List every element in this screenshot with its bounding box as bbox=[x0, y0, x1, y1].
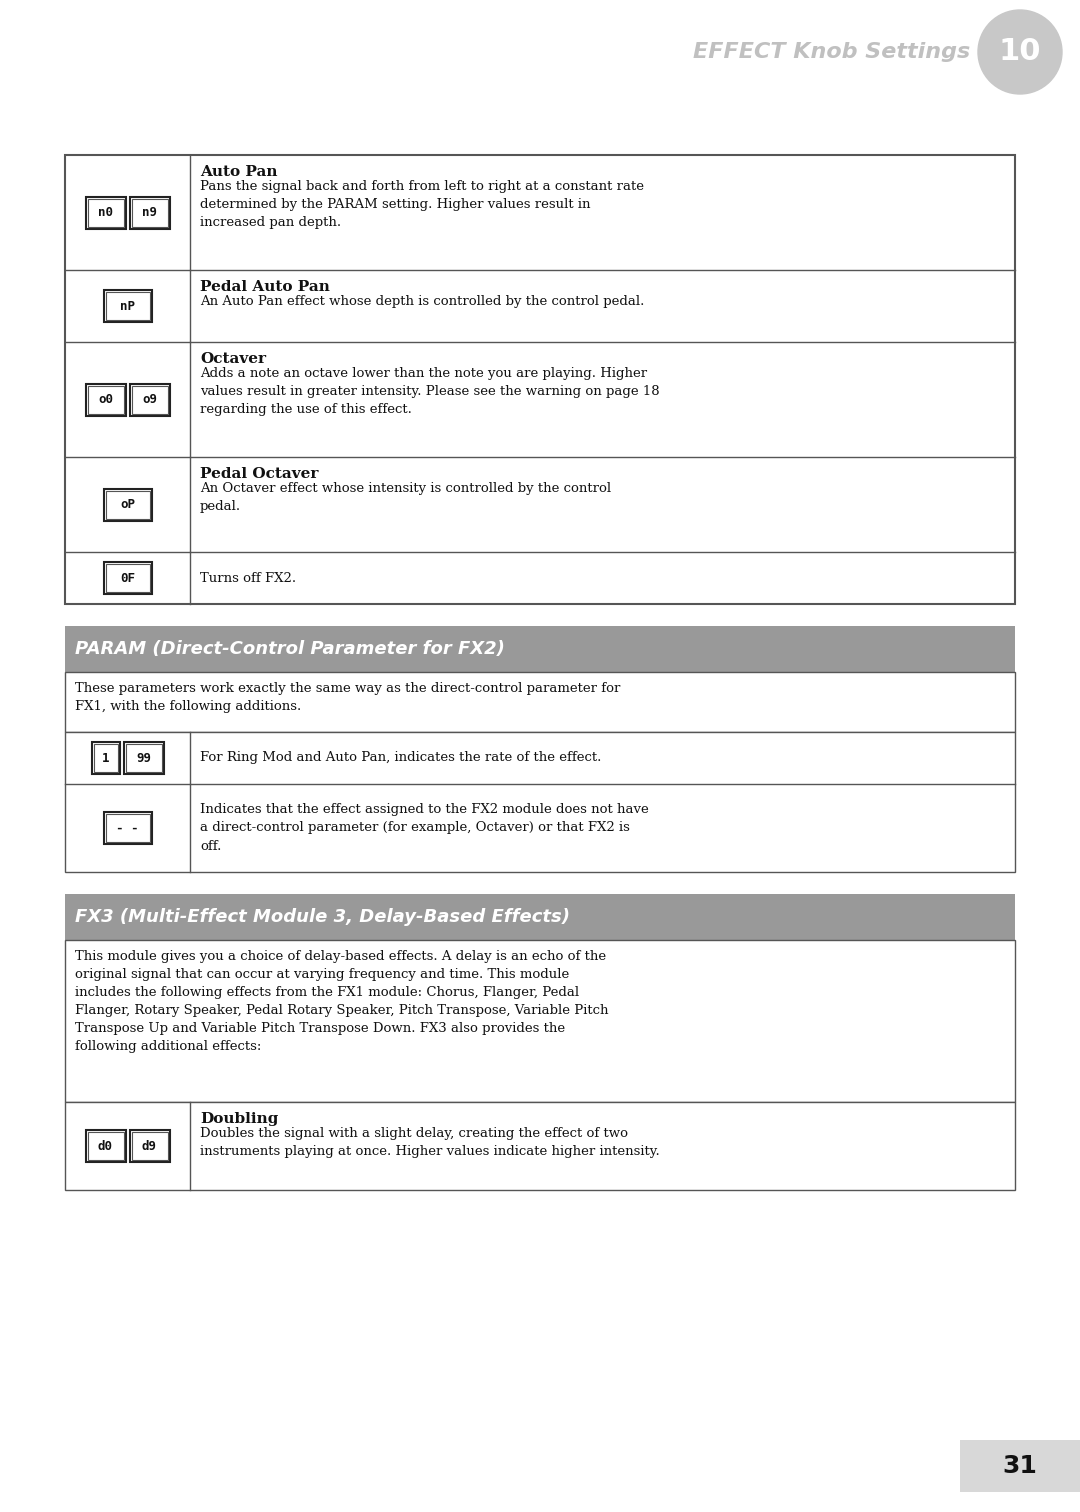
Text: nP: nP bbox=[120, 299, 135, 313]
Bar bbox=[106, 813, 149, 842]
Text: Pedal Auto Pan: Pedal Auto Pan bbox=[200, 280, 329, 293]
Text: An Auto Pan effect whose depth is controlled by the control pedal.: An Auto Pan effect whose depth is contro… bbox=[200, 295, 645, 308]
Text: Pedal Octaver: Pedal Octaver bbox=[200, 467, 319, 481]
Bar bbox=[104, 488, 151, 520]
Text: These parameters work exactly the same way as the direct-control parameter for
F: These parameters work exactly the same w… bbox=[75, 682, 620, 714]
Bar bbox=[65, 156, 1015, 603]
Text: EFFECT Knob Settings: EFFECT Knob Settings bbox=[692, 42, 970, 62]
Bar bbox=[65, 671, 1015, 732]
Bar bbox=[65, 626, 1015, 671]
Bar bbox=[130, 384, 170, 416]
Text: Adds a note an octave lower than the note you are playing. Higher
values result : Adds a note an octave lower than the not… bbox=[200, 367, 660, 416]
Text: For Ring Mod and Auto Pan, indicates the rate of the effect.: For Ring Mod and Auto Pan, indicates the… bbox=[200, 751, 602, 765]
Bar bbox=[104, 290, 151, 322]
Bar bbox=[130, 1129, 170, 1163]
Text: d0: d0 bbox=[98, 1140, 113, 1152]
Bar bbox=[960, 1439, 1080, 1492]
Text: n9: n9 bbox=[141, 206, 157, 219]
Bar bbox=[65, 1102, 1015, 1190]
Bar bbox=[85, 1129, 125, 1163]
Text: 10: 10 bbox=[999, 38, 1041, 67]
Text: n0: n0 bbox=[98, 206, 113, 219]
Bar bbox=[132, 198, 167, 227]
Bar bbox=[94, 744, 118, 773]
Text: Pans the signal back and forth from left to right at a constant rate
determined : Pans the signal back and forth from left… bbox=[200, 180, 644, 228]
Text: Doubling: Doubling bbox=[200, 1111, 279, 1126]
Bar bbox=[125, 744, 162, 773]
Bar bbox=[132, 1132, 167, 1160]
Bar bbox=[85, 384, 125, 416]
Text: Doubles the signal with a slight delay, creating the effect of two
instruments p: Doubles the signal with a slight delay, … bbox=[200, 1126, 660, 1158]
Bar bbox=[104, 562, 151, 594]
Text: Turns off FX2.: Turns off FX2. bbox=[200, 572, 296, 585]
Bar bbox=[65, 940, 1015, 1102]
Text: - -: - - bbox=[117, 821, 138, 835]
Text: FX3 (Multi-Effect Module 3, Delay-Based Effects): FX3 (Multi-Effect Module 3, Delay-Based … bbox=[75, 909, 570, 925]
Text: 0F: 0F bbox=[120, 572, 135, 585]
Text: 99: 99 bbox=[136, 751, 151, 765]
Text: 1: 1 bbox=[102, 751, 109, 765]
Bar bbox=[106, 564, 149, 593]
Bar bbox=[132, 386, 167, 413]
Bar bbox=[106, 292, 149, 321]
Bar bbox=[87, 198, 123, 227]
Bar bbox=[87, 386, 123, 413]
Text: This module gives you a choice of delay-based effects. A delay is an echo of the: This module gives you a choice of delay-… bbox=[75, 950, 608, 1052]
Text: o9: o9 bbox=[141, 393, 157, 407]
Bar bbox=[123, 742, 163, 774]
Bar bbox=[130, 197, 170, 228]
Text: Octaver: Octaver bbox=[200, 352, 266, 366]
Circle shape bbox=[978, 11, 1062, 94]
Bar bbox=[92, 742, 120, 774]
Bar bbox=[65, 732, 1015, 872]
Bar bbox=[87, 1132, 123, 1160]
Text: 31: 31 bbox=[1002, 1455, 1038, 1479]
Bar bbox=[106, 490, 149, 519]
Text: PARAM (Direct-Control Parameter for FX2): PARAM (Direct-Control Parameter for FX2) bbox=[75, 640, 504, 658]
Bar bbox=[85, 197, 125, 228]
Text: oP: oP bbox=[120, 497, 135, 511]
Text: o0: o0 bbox=[98, 393, 113, 407]
Text: An Octaver effect whose intensity is controlled by the control
pedal.: An Octaver effect whose intensity is con… bbox=[200, 482, 611, 513]
Bar bbox=[65, 894, 1015, 940]
Bar bbox=[104, 812, 151, 844]
Text: Auto Pan: Auto Pan bbox=[200, 165, 278, 178]
Text: d9: d9 bbox=[141, 1140, 157, 1152]
Text: Indicates that the effect assigned to the FX2 module does not have
a direct-cont: Indicates that the effect assigned to th… bbox=[200, 803, 649, 853]
